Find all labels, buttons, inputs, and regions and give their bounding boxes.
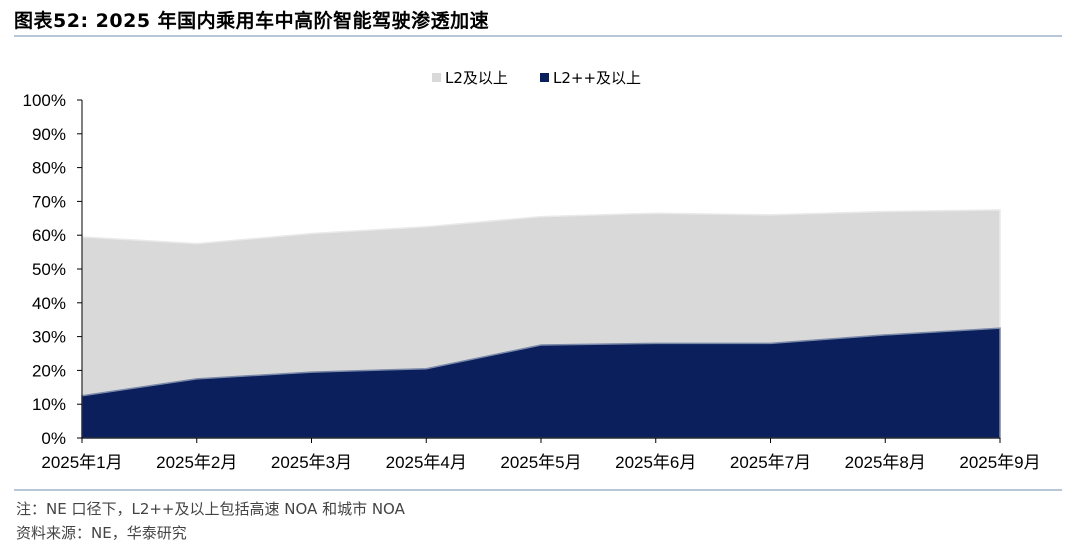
- y-tick-label: 60%: [32, 226, 66, 245]
- legend-swatch-1: [432, 73, 441, 82]
- chart-title: 图表52: 2025 年国内乘用车中高阶智能驾驶渗透加速: [14, 10, 490, 32]
- legend-label-1: L2及以上: [445, 69, 508, 87]
- area-series-2: [81, 327, 1001, 439]
- x-tick-label: 2025年1月: [41, 453, 122, 472]
- chart-source: 资料来源：NE，华泰研究: [16, 524, 187, 542]
- y-tick-label: 10%: [32, 395, 66, 414]
- x-tick-label: 2025年6月: [615, 453, 696, 472]
- title-divider: [14, 35, 1062, 37]
- x-tick-label: 2025年7月: [730, 453, 811, 472]
- y-tick-label: 80%: [32, 159, 66, 178]
- y-tick-label: 20%: [32, 361, 66, 380]
- x-tick-label: 2025年4月: [386, 453, 467, 472]
- chart-note: 注：NE 口径下，L2++及以上包括高速 NOA 和城市 NOA: [16, 500, 405, 518]
- x-tick-label: 2025年9月: [959, 453, 1040, 472]
- y-tick-label: 50%: [32, 260, 66, 279]
- legend-label-2: L2++及以上: [553, 69, 641, 87]
- legend-swatch-2: [540, 73, 549, 82]
- x-tick-label: 2025年5月: [500, 453, 581, 472]
- y-tick-label: 70%: [32, 192, 66, 211]
- y-tick-label: 100%: [23, 91, 66, 110]
- x-tick-label: 2025年2月: [156, 453, 237, 472]
- y-tick-label: 90%: [32, 125, 66, 144]
- y-tick-label: 0%: [41, 429, 66, 448]
- footer-divider: [14, 489, 1062, 491]
- y-tick-label: 40%: [32, 294, 66, 313]
- y-tick-label: 30%: [32, 328, 66, 347]
- x-tick-label: 2025年3月: [271, 453, 352, 472]
- x-tick-label: 2025年8月: [845, 453, 926, 472]
